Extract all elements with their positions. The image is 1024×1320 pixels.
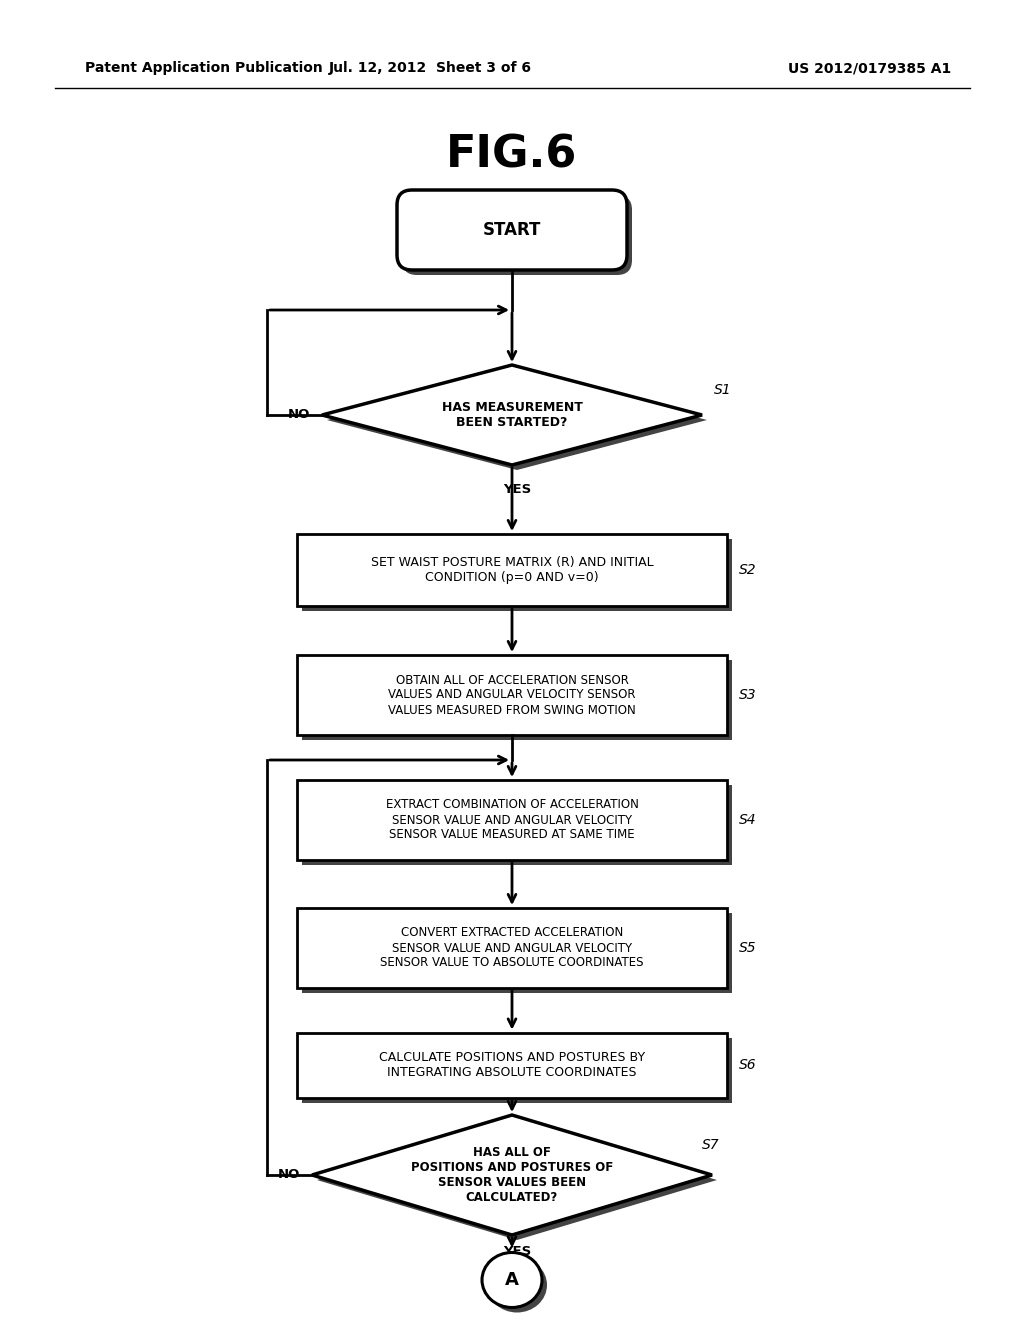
- Text: A: A: [505, 1271, 519, 1290]
- Polygon shape: [302, 913, 732, 993]
- FancyBboxPatch shape: [397, 190, 627, 271]
- Text: NO: NO: [278, 1168, 300, 1181]
- Text: S4: S4: [739, 813, 757, 828]
- Text: EXTRACT COMBINATION OF ACCELERATION
SENSOR VALUE AND ANGULAR VELOCITY
SENSOR VAL: EXTRACT COMBINATION OF ACCELERATION SENS…: [386, 799, 638, 842]
- Ellipse shape: [482, 1253, 542, 1308]
- Text: S3: S3: [739, 688, 757, 702]
- Text: S7: S7: [702, 1138, 720, 1152]
- Polygon shape: [327, 370, 707, 470]
- Polygon shape: [302, 1038, 732, 1102]
- Text: S6: S6: [739, 1059, 757, 1072]
- Polygon shape: [297, 655, 727, 735]
- FancyBboxPatch shape: [402, 195, 632, 275]
- Text: YES: YES: [503, 1245, 531, 1258]
- Text: START: START: [482, 220, 542, 239]
- Ellipse shape: [487, 1258, 547, 1312]
- Polygon shape: [312, 1115, 712, 1236]
- Text: YES: YES: [503, 483, 531, 496]
- Polygon shape: [302, 660, 732, 741]
- Text: S2: S2: [739, 564, 757, 577]
- Text: FIG.6: FIG.6: [446, 133, 578, 177]
- Text: Jul. 12, 2012  Sheet 3 of 6: Jul. 12, 2012 Sheet 3 of 6: [329, 61, 531, 75]
- Polygon shape: [302, 785, 732, 865]
- Polygon shape: [297, 1032, 727, 1097]
- Text: US 2012/0179385 A1: US 2012/0179385 A1: [788, 61, 951, 75]
- Text: S1: S1: [714, 383, 731, 397]
- Text: NO: NO: [288, 408, 310, 421]
- Polygon shape: [317, 1119, 717, 1239]
- Text: CALCULATE POSITIONS AND POSTURES BY
INTEGRATING ABSOLUTE COORDINATES: CALCULATE POSITIONS AND POSTURES BY INTE…: [379, 1051, 645, 1078]
- Text: SET WAIST POSTURE MATRIX (R) AND INITIAL
CONDITION (p=0 AND v=0): SET WAIST POSTURE MATRIX (R) AND INITIAL…: [371, 556, 653, 583]
- Text: HAS ALL OF
POSITIONS AND POSTURES OF
SENSOR VALUES BEEN
CALCULATED?: HAS ALL OF POSITIONS AND POSTURES OF SEN…: [411, 1146, 613, 1204]
- Text: S5: S5: [739, 941, 757, 954]
- Text: OBTAIN ALL OF ACCELERATION SENSOR
VALUES AND ANGULAR VELOCITY SENSOR
VALUES MEAS: OBTAIN ALL OF ACCELERATION SENSOR VALUES…: [388, 673, 636, 717]
- Text: CONVERT EXTRACTED ACCELERATION
SENSOR VALUE AND ANGULAR VELOCITY
SENSOR VALUE TO: CONVERT EXTRACTED ACCELERATION SENSOR VA…: [380, 927, 644, 969]
- Text: HAS MEASUREMENT
BEEN STARTED?: HAS MEASUREMENT BEEN STARTED?: [441, 401, 583, 429]
- Polygon shape: [297, 908, 727, 987]
- Polygon shape: [297, 535, 727, 606]
- Polygon shape: [302, 539, 732, 611]
- Text: Patent Application Publication: Patent Application Publication: [85, 61, 323, 75]
- Polygon shape: [297, 780, 727, 861]
- Polygon shape: [322, 366, 702, 465]
